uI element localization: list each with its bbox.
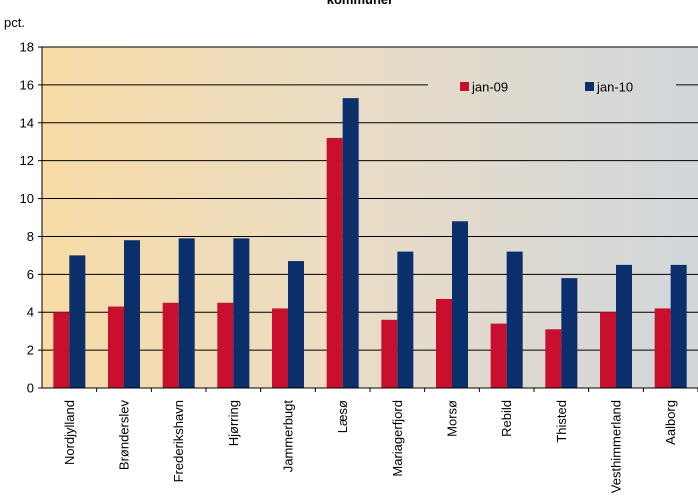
x-category-label: Hjørring bbox=[226, 400, 241, 446]
y-tick-label: 14 bbox=[20, 115, 34, 130]
legend-label-jan-10: jan-10 bbox=[596, 80, 633, 95]
bar-jan-09-Hjørring bbox=[217, 302, 234, 388]
y-tick-label: 18 bbox=[20, 40, 34, 55]
y-tick-label: 0 bbox=[27, 381, 34, 396]
bar-jan-09-Brønderslev bbox=[108, 306, 124, 388]
bar-jan-09-Aalborg bbox=[654, 308, 671, 388]
x-category-label: Rebild bbox=[499, 400, 514, 437]
bar-jan-10-Jammerbugt bbox=[288, 261, 304, 388]
bar-jan-10-Nordjylland bbox=[69, 255, 86, 388]
axes: 0 2 4 6 8 10 12 14 16 18 Nordjylland Brønderslev Fre… bbox=[20, 40, 698, 493]
x-category-label: Mariagerfjord bbox=[390, 400, 405, 477]
bar-jan-09-Thisted bbox=[545, 329, 562, 388]
y-tick-label: 6 bbox=[27, 267, 34, 282]
x-category-label: Frederikshavn bbox=[171, 400, 186, 482]
y-tick-label: 2 bbox=[27, 343, 34, 358]
bar-jan-10-Vesthimmerland bbox=[616, 264, 632, 388]
legend-swatch-jan-10 bbox=[585, 82, 594, 91]
bar-jan-10-Brønderslev bbox=[124, 240, 140, 388]
bar-jan-10-Mariagerfjord bbox=[397, 251, 414, 388]
x-category-label: Brønderslev bbox=[117, 400, 132, 471]
legend: jan-09 jan-10 bbox=[460, 80, 633, 95]
bar-jan-10-Thisted bbox=[561, 278, 578, 388]
bar-jan-10-Hjørring bbox=[233, 238, 250, 388]
legend-label-jan-09: jan-09 bbox=[471, 80, 508, 95]
y-tick-label: 8 bbox=[27, 229, 34, 244]
bar-jan-09-Rebild bbox=[490, 323, 507, 388]
y-axis-unit-label: pct. bbox=[4, 15, 25, 30]
bar-jan-09-Mariagerfjord bbox=[381, 319, 398, 388]
x-category-label: Vesthimmerland bbox=[609, 400, 624, 493]
x-category-label: Jammerbugt bbox=[281, 400, 296, 473]
x-category-label: Morsø bbox=[445, 400, 460, 437]
bar-jan-10-Frederikshavn bbox=[178, 238, 195, 388]
bar-jan-10-Aalborg bbox=[670, 264, 687, 388]
y-tick-label: 16 bbox=[20, 77, 34, 92]
bar-jan-09-Jammerbugt bbox=[272, 308, 288, 388]
bar-jan-10-Morsø bbox=[452, 221, 468, 388]
gridlines bbox=[42, 46, 698, 351]
x-category-label: Nordjylland bbox=[62, 400, 77, 465]
x-category-label: Aalborg bbox=[663, 400, 678, 445]
bar-jan-09-Læsø bbox=[326, 137, 343, 388]
x-category-label: Læsø bbox=[335, 400, 350, 433]
bar-jan-10-Læsø bbox=[342, 98, 359, 389]
y-tick-label: 12 bbox=[20, 153, 34, 168]
bar-jan-09-Nordjylland bbox=[53, 312, 70, 388]
bar-jan-10-Rebild bbox=[506, 251, 523, 388]
chart-title: kommuner bbox=[327, 0, 393, 7]
bar-jan-09-Morsø bbox=[436, 298, 452, 388]
bar-jan-09-Frederikshavn bbox=[162, 302, 179, 388]
x-category-label: Thisted bbox=[554, 400, 569, 443]
bar-jan-09-Vesthimmerland bbox=[600, 312, 616, 388]
bars bbox=[53, 98, 687, 389]
y-tick-label: 4 bbox=[27, 305, 34, 320]
y-tick-label: 10 bbox=[20, 191, 34, 206]
legend-swatch-jan-09 bbox=[460, 82, 469, 91]
plot-background bbox=[42, 47, 698, 388]
